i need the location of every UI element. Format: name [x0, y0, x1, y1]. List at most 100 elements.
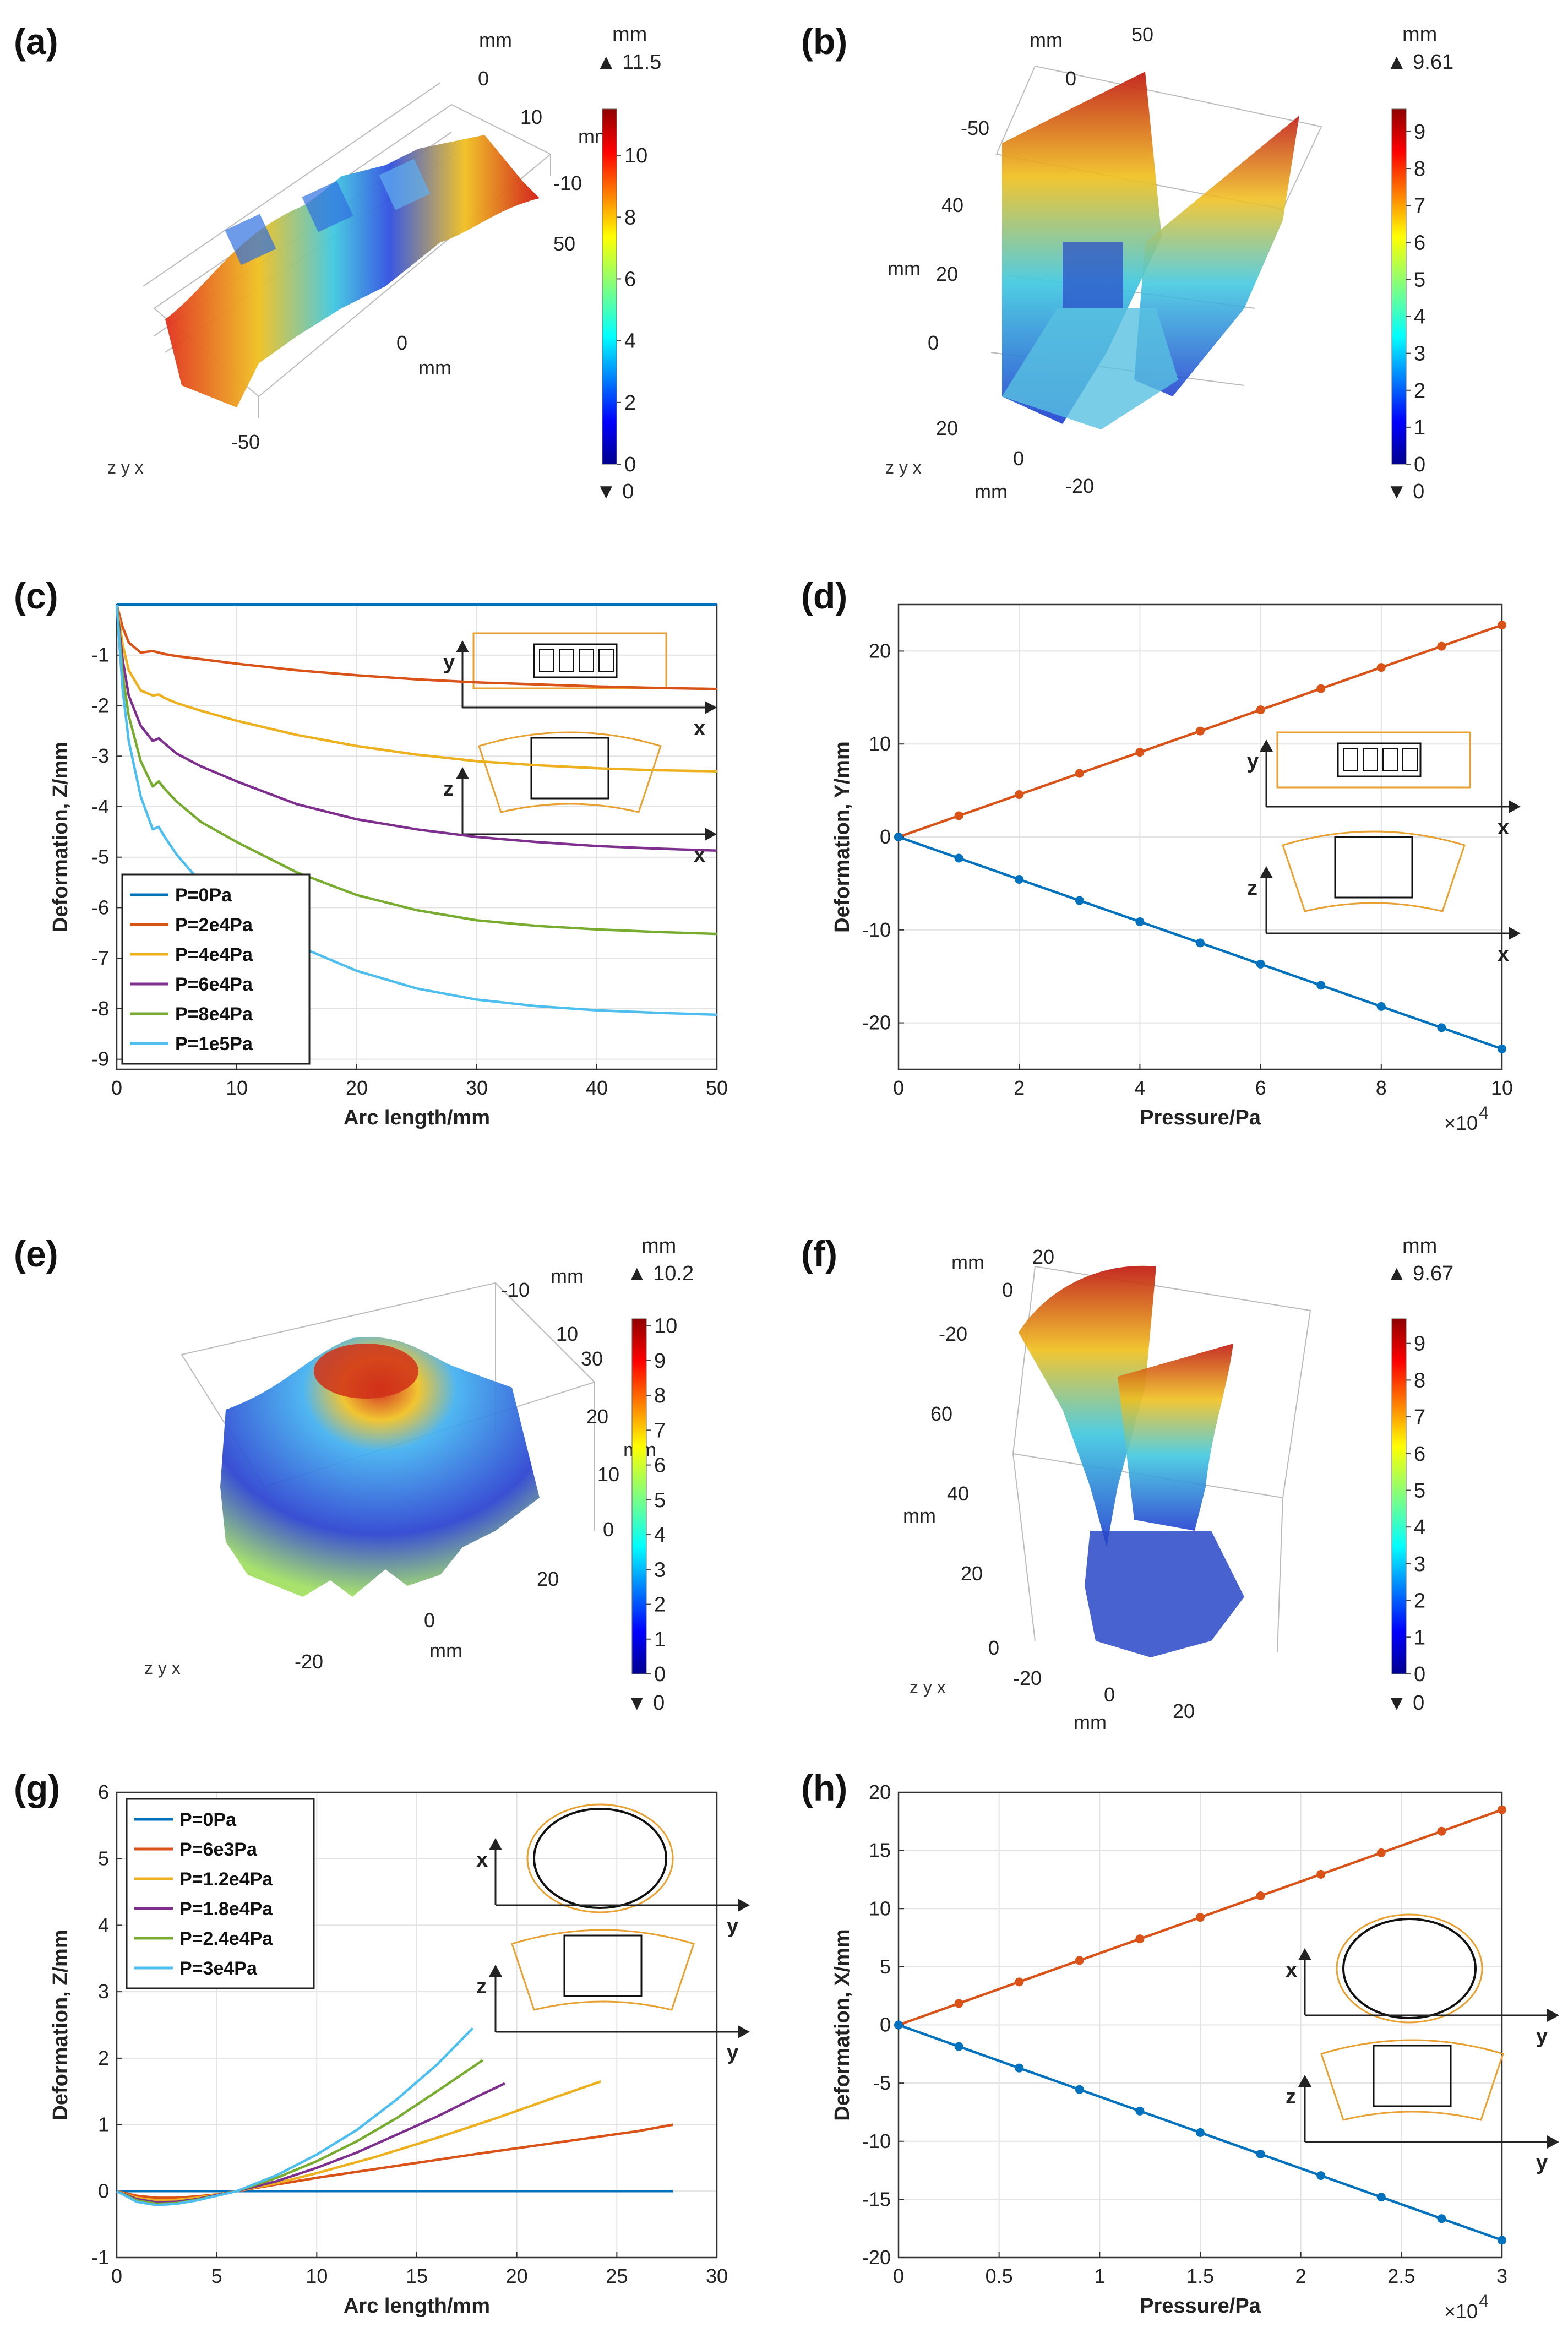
inset-axis-label: y [1536, 2025, 1548, 2048]
colorbar-f: mm ▲ 9.67 0 1 2 3 4 5 6 7 8 9 ▼ 0 [1386, 1235, 1453, 1715]
data-point [1135, 2106, 1145, 2116]
render-e-dome [314, 1344, 418, 1399]
data-point [894, 2020, 903, 2030]
inset-outline [526, 1803, 674, 1913]
x-tick-label: 0 [893, 1076, 904, 1099]
render-b-unit: mm [888, 257, 921, 280]
x-tick-label: 1 [1094, 2265, 1105, 2287]
data-point [1196, 938, 1205, 948]
inset-chambers [1337, 742, 1422, 777]
panel-label-d: (d) [801, 575, 847, 616]
inset-side-view [1282, 830, 1466, 912]
render-b-unit: mm [1030, 29, 1063, 51]
colorbar-b-tick-label: 5 [1414, 268, 1425, 291]
inset-arrow-h [738, 1899, 750, 1912]
colorbar-a-tick-label: 4 [624, 330, 636, 353]
y-axis-label: Deformation, Z/mm [49, 1929, 72, 2120]
colorbar-b-tick-label: 4 [1414, 306, 1425, 329]
colorbar-a-tick-label: 0 [624, 453, 636, 476]
inset-arrow-h [1509, 800, 1521, 813]
inset-axis-label: y [727, 1915, 738, 1938]
x-tick-label: 30 [706, 2265, 728, 2287]
data-point [1437, 1023, 1446, 1032]
x-tick-label: 3 [1496, 2265, 1507, 2287]
colorbar-e-tick-label: 6 [654, 1454, 666, 1477]
data-point [954, 2042, 963, 2051]
inset-axis-label: y [727, 2041, 738, 2064]
panel-label-a: (a) [14, 21, 58, 62]
data-point [954, 811, 963, 820]
inset-top-view [533, 1808, 667, 1909]
inset-arrow-v [1260, 866, 1273, 878]
x-tick-label: 2 [1014, 1076, 1025, 1099]
render-f-tick: 60 [930, 1402, 952, 1425]
render-f-tick: 20 [1173, 1700, 1195, 1722]
y-tick-label: -20 [862, 2246, 891, 2269]
panel-label-e: (e) [14, 1233, 58, 1274]
render-e-tick: -20 [295, 1650, 323, 1673]
colorbar-e: mm ▲ 10.2 0 1 2 3 4 5 6 7 8 9 10 ▼ 0 [627, 1235, 694, 1715]
y-tick-label: 15 [869, 1839, 891, 1862]
y-axis-label: Deformation, X/mm [831, 1929, 854, 2120]
y-tick-label: -2 [91, 694, 109, 716]
legend-label: P=1.2e4Pa [179, 1869, 273, 1890]
inset-chamber [559, 649, 574, 672]
render-b-wall-right [1134, 116, 1299, 396]
x-tick-label: 6 [1255, 1076, 1266, 1099]
y-tick-label: -5 [91, 846, 109, 868]
render-a-tick: 50 [553, 232, 575, 255]
inset-arrow-v [1298, 1948, 1311, 1960]
inset-axis-label: z [1286, 2085, 1296, 2108]
render-b-tick: 0 [928, 331, 939, 354]
data-point [1075, 769, 1084, 778]
render-f-wall-right [1118, 1344, 1233, 1531]
x-tick-label: 2.5 [1387, 2265, 1415, 2287]
inset-axis-label: z [476, 1975, 487, 1998]
inset-side-view [478, 731, 662, 813]
colorbar-a-tick-label: 2 [624, 392, 636, 415]
colorbar-b-unit: mm [1402, 23, 1437, 46]
y-tick-label: -9 [91, 1048, 109, 1070]
x-tick-label: 15 [406, 2265, 428, 2287]
y-tick-label: -7 [91, 947, 109, 969]
render-a-unit: mm [479, 29, 512, 51]
colorbar-a-tick-label: 6 [624, 268, 636, 291]
data-point [1015, 2063, 1024, 2073]
data-point [1015, 1977, 1024, 1987]
inset-arrow-h [1547, 2135, 1559, 2149]
data-point [1015, 790, 1024, 800]
data-point [1437, 1826, 1446, 1836]
series-line-p-3e4pa [116, 2027, 474, 2206]
colorbar-f-tick-label: 2 [1414, 1590, 1425, 1613]
series-line-p-1-8e4pa [116, 2082, 505, 2204]
colorbar-e-tick-label: 2 [654, 1594, 666, 1617]
colorbar-e-min: ▼ 0 [627, 1692, 665, 1715]
colorbar-f-bar [1391, 1318, 1407, 1674]
colorbar-f-unit: mm [1402, 1235, 1437, 1258]
colorbar-f-max: ▲ 9.67 [1386, 1262, 1453, 1285]
colorbar-f-tick-label: 7 [1414, 1406, 1425, 1429]
inset-arrow-v [489, 1965, 502, 1977]
data-point [1376, 1848, 1386, 1857]
colorbar-e-tick-label: 7 [654, 1419, 666, 1442]
data-point [1075, 2085, 1084, 2094]
colorbar-b: mm ▲ 9.61 0 1 2 3 4 5 6 7 8 9 ▼ 0 [1386, 23, 1453, 503]
inset-arrow-h [1509, 927, 1521, 940]
legend-box [121, 873, 311, 1065]
render-f-triad: z y x [910, 1677, 946, 1697]
inset-side-box [1373, 2045, 1452, 2107]
y-tick-label: -1 [91, 644, 109, 666]
x-tick-label: 0 [111, 1076, 122, 1099]
plot-frame [116, 1791, 718, 2259]
data-point [1075, 1956, 1084, 1965]
data-point [1376, 2193, 1386, 2202]
y-tick-label: 20 [869, 1781, 891, 1803]
data-point [1135, 917, 1145, 926]
chart-c: 0 10 20 30 40 50 -1 -2 -3 -4 -5 -6 -7 -8 -9 Arc length/… [49, 603, 728, 1129]
y-tick-label: -10 [862, 2130, 891, 2152]
colorbar-a-bar [602, 108, 617, 465]
inset-chamber [579, 649, 594, 672]
render-a-triad: z y x [107, 458, 144, 477]
inset-side-box [563, 1934, 643, 1997]
inset-axis-label: x [1498, 943, 1509, 966]
